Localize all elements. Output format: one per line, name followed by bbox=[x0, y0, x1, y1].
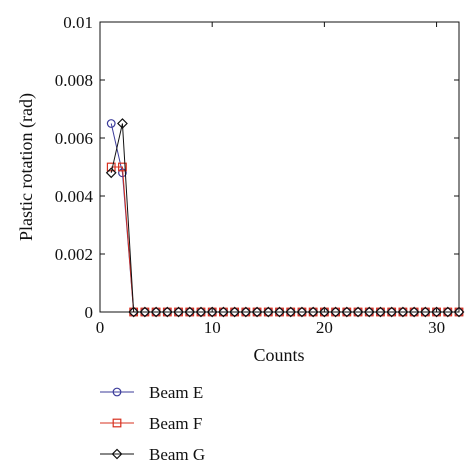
axis-ticks: 0 10 20 30 0 0.002 0.004 0.006 0.008 0.01 bbox=[55, 13, 459, 337]
data-point bbox=[117, 118, 128, 129]
series-line bbox=[110, 123, 459, 313]
data-point bbox=[330, 306, 342, 318]
y-tick-label: 0.01 bbox=[63, 13, 93, 32]
data-point bbox=[296, 306, 308, 318]
data-point bbox=[173, 306, 184, 318]
series-line bbox=[110, 123, 459, 313]
data-point bbox=[128, 306, 140, 318]
data-point bbox=[195, 306, 207, 318]
x-tick-label: 20 bbox=[316, 318, 333, 337]
y-tick-label: 0.006 bbox=[55, 129, 93, 148]
y-tick-label: 0.002 bbox=[55, 245, 93, 264]
data-point bbox=[397, 306, 409, 318]
data-point bbox=[105, 167, 117, 179]
data-point bbox=[375, 306, 386, 318]
data-point bbox=[251, 306, 263, 318]
data-point bbox=[217, 306, 229, 318]
data-point bbox=[318, 306, 330, 318]
data-point bbox=[150, 306, 162, 318]
data-point bbox=[106, 119, 116, 128]
x-tick-label: 0 bbox=[96, 318, 105, 337]
data-point bbox=[408, 306, 420, 318]
data-point bbox=[453, 306, 465, 318]
legend-marker bbox=[111, 448, 123, 460]
data-point bbox=[240, 306, 252, 318]
data-point bbox=[206, 306, 218, 318]
x-tick-label: 30 bbox=[428, 318, 445, 337]
data-point bbox=[352, 306, 364, 318]
y-axis-label: Plastic rotation (rad) bbox=[16, 93, 37, 241]
legend-marker bbox=[112, 418, 122, 428]
plot-frame bbox=[99, 21, 460, 313]
data-point bbox=[161, 306, 173, 318]
legend-label: Beam F bbox=[149, 414, 202, 433]
legend: Beam E Beam F Beam G bbox=[100, 383, 205, 464]
y-tick-label: 0.008 bbox=[55, 71, 93, 90]
y-tick-label: 0.004 bbox=[55, 187, 94, 206]
data-point bbox=[307, 306, 319, 318]
data-point bbox=[442, 306, 454, 318]
data-point bbox=[431, 306, 442, 318]
data-point bbox=[386, 306, 398, 318]
data-point bbox=[419, 306, 431, 318]
y-tick-label: 0 bbox=[85, 303, 94, 322]
data-point bbox=[139, 306, 151, 318]
x-tick-label: 10 bbox=[204, 318, 221, 337]
data-point bbox=[262, 306, 274, 318]
data-point bbox=[363, 306, 375, 318]
legend-label: Beam E bbox=[149, 383, 203, 402]
series-group bbox=[105, 118, 465, 318]
legend-label: Beam G bbox=[149, 445, 205, 464]
legend-marker bbox=[112, 387, 122, 397]
data-point bbox=[118, 162, 127, 172]
data-point bbox=[285, 306, 297, 318]
data-point bbox=[184, 306, 196, 318]
data-point bbox=[274, 306, 285, 318]
data-point bbox=[341, 306, 353, 318]
data-point bbox=[229, 306, 241, 318]
x-axis-label: Counts bbox=[253, 345, 304, 365]
series-line bbox=[111, 166, 459, 313]
